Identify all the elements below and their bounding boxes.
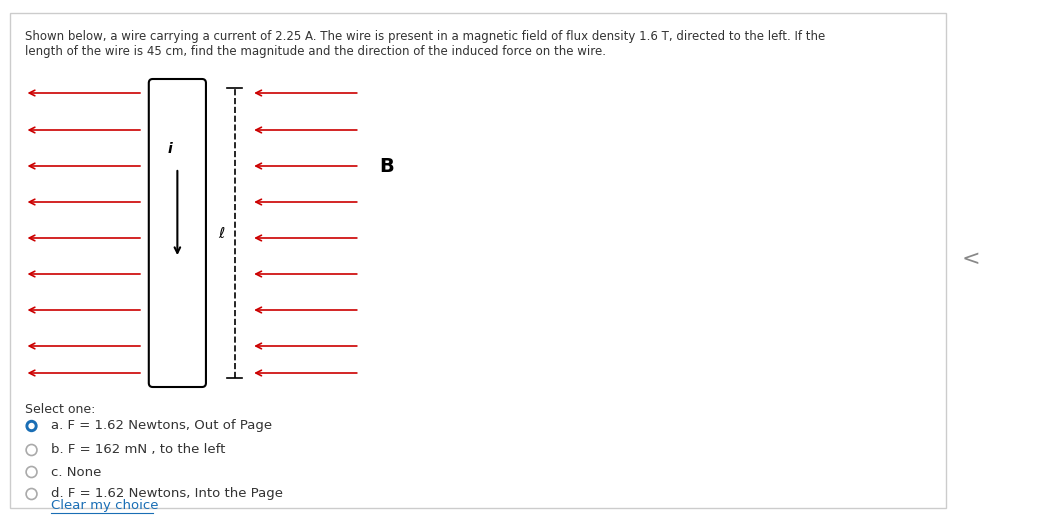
Text: <: < bbox=[961, 249, 980, 269]
Circle shape bbox=[26, 421, 37, 431]
Text: i: i bbox=[167, 142, 172, 156]
Circle shape bbox=[29, 424, 34, 428]
Text: Shown below, a wire carrying a current of 2.25 A. The wire is present in a magne: Shown below, a wire carrying a current o… bbox=[25, 30, 825, 58]
Text: c. None: c. None bbox=[51, 466, 102, 479]
Text: Clear my choice: Clear my choice bbox=[51, 499, 159, 512]
FancyBboxPatch shape bbox=[148, 79, 206, 387]
Text: B: B bbox=[379, 156, 394, 176]
Text: Select one:: Select one: bbox=[25, 403, 95, 416]
Text: a. F = 1.62 Newtons, Out of Page: a. F = 1.62 Newtons, Out of Page bbox=[51, 420, 272, 433]
Text: ℓ: ℓ bbox=[219, 225, 225, 240]
FancyBboxPatch shape bbox=[9, 13, 946, 508]
Text: d. F = 1.62 Newtons, Into the Page: d. F = 1.62 Newtons, Into the Page bbox=[51, 487, 283, 500]
Text: b. F = 162 mN , to the left: b. F = 162 mN , to the left bbox=[51, 443, 225, 456]
